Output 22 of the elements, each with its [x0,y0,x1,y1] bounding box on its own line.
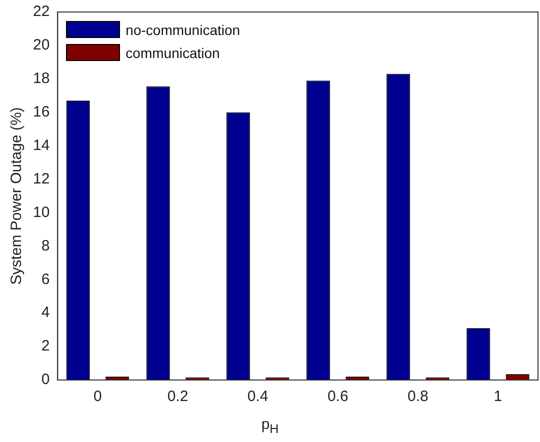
legend-label: no-communication [126,22,240,38]
y-tick-label: 20 [32,36,50,54]
y-tick-label: 0 [41,371,50,388]
y-axis-title: System Power Outage (%) [8,107,26,285]
y-tick-label: 12 [32,170,50,188]
y-tick-label: 6 [41,270,50,288]
x-axis-title: p$_{H}$ [260,416,280,436]
x-tick-label: 0.2 [167,388,188,406]
y-tick-label: 4 [41,304,50,322]
y-tick-label: 10 [32,204,50,221]
x-tick-label: 0.8 [407,388,428,406]
y-tick-label: 2 [41,338,50,355]
x-tick-label: 0.4 [247,388,268,406]
legend-label: communication [126,44,220,60]
y-tick-label: 14 [32,136,50,154]
x-tick-label: 0 [94,388,102,406]
x-tick-label: 0.6 [327,388,348,406]
y-tick-label: 18 [32,70,50,88]
y-tick-label: 8 [41,237,50,254]
x-tick-label: 1 [494,388,502,406]
y-tick-label: 22 [32,3,50,20]
y-tick-label: 16 [32,104,50,121]
